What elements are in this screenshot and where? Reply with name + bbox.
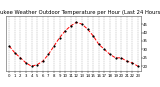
Title: Milwaukee Weather Outdoor Temperature per Hour (Last 24 Hours): Milwaukee Weather Outdoor Temperature pe… — [0, 10, 160, 15]
